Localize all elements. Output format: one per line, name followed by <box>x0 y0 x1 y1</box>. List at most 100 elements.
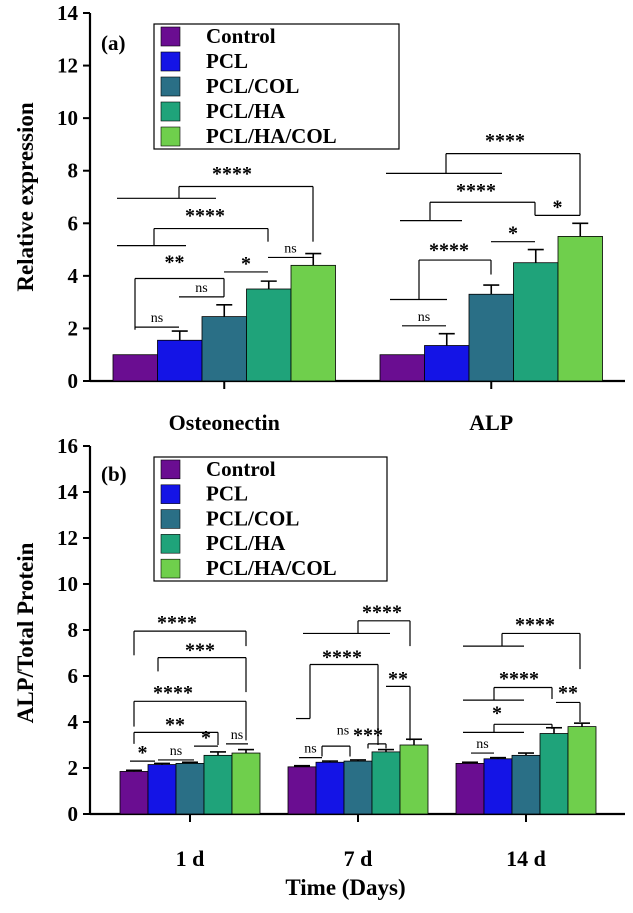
x-axis-label: Time (Days) <box>285 875 405 900</box>
legend-swatch <box>160 26 181 47</box>
significance-label: **** <box>157 612 197 634</box>
bar <box>424 345 470 382</box>
legend-label: PCL/HA <box>206 99 286 123</box>
y-tick-label: 10 <box>57 106 78 130</box>
bar <box>201 316 247 382</box>
bar <box>147 764 177 815</box>
significance-label: **** <box>429 239 469 261</box>
bar <box>379 354 425 382</box>
significance-label: **** <box>153 682 193 704</box>
significance-label: **** <box>185 205 225 227</box>
x-tick-label: 7 d <box>344 846 373 871</box>
significance-label: *** <box>185 639 215 661</box>
y-tick-label: 0 <box>68 802 79 826</box>
significance-label: * <box>553 196 563 218</box>
significance-label: **** <box>456 180 496 202</box>
bar <box>567 726 597 815</box>
legend-swatch <box>160 558 181 579</box>
significance-label: ns <box>284 241 296 256</box>
y-tick-label: 2 <box>68 756 79 780</box>
y-tick-label: 4 <box>68 264 79 288</box>
y-tick-label: 12 <box>57 526 78 550</box>
bar <box>157 339 203 382</box>
significance-label: **** <box>485 130 525 152</box>
legend-label: PCL/COL <box>206 74 299 98</box>
legend-label: PCL/COL <box>206 506 299 530</box>
bar <box>119 771 149 815</box>
bar <box>231 752 261 815</box>
y-tick-label: 6 <box>68 211 79 235</box>
bar <box>483 758 513 815</box>
y-tick-label: 2 <box>68 316 79 340</box>
legend-swatch <box>160 101 181 122</box>
legend-swatch <box>160 509 181 529</box>
y-tick-label: 8 <box>68 159 79 183</box>
legend-swatch <box>160 534 181 554</box>
significance-label: * <box>492 703 502 725</box>
legend-swatch <box>160 51 181 72</box>
significance-label: **** <box>212 163 252 185</box>
significance-label: ** <box>165 251 185 273</box>
y-tick-label: 10 <box>57 572 78 596</box>
significance-label: *** <box>353 725 383 747</box>
significance-label: * <box>201 727 211 749</box>
y-axis-label: ALP/Total Protein <box>13 542 38 723</box>
legend-swatch <box>160 76 181 97</box>
significance-label: ns <box>170 744 182 759</box>
legend-swatch <box>160 484 181 504</box>
x-tick-label: 14 d <box>506 846 546 871</box>
bar <box>343 760 373 815</box>
significance-label: ns <box>151 311 163 326</box>
bar <box>203 754 233 815</box>
significance-label: ns <box>304 742 316 757</box>
bar <box>539 733 569 815</box>
bar <box>290 264 336 382</box>
y-tick-label: 4 <box>68 710 79 734</box>
y-tick-label: 6 <box>68 664 79 688</box>
significance-label: **** <box>362 601 402 623</box>
bar <box>315 761 345 815</box>
bar <box>455 763 485 815</box>
x-tick-label: 1 d <box>176 846 205 871</box>
legend-swatch <box>160 126 181 147</box>
significance-label: ns <box>476 737 488 752</box>
significance-label: **** <box>499 668 539 690</box>
legend-label: Control <box>206 24 276 48</box>
panel-b: 0 2 4 6 8 10 12 14 16 ALP/Total Protein 1 d 7 d 14 d… <box>13 434 625 900</box>
significance-label: **** <box>515 614 555 636</box>
panel-a: 0 2 4 6 8 10 12 14 Relative expression Osteonecti… <box>13 1 625 435</box>
significance-label: **** <box>322 646 362 668</box>
bar <box>468 293 514 382</box>
significance-label: ** <box>165 714 185 736</box>
legend-label: Control <box>206 457 276 481</box>
panel-label: (b) <box>101 462 127 486</box>
legend-box <box>153 456 388 582</box>
bar <box>246 288 292 382</box>
bar <box>511 754 541 815</box>
y-tick-label: 0 <box>68 369 79 393</box>
y-axis-label: Relative expression <box>13 102 38 292</box>
significance-label: ns <box>195 281 207 296</box>
significance-label: * <box>241 253 251 275</box>
bar <box>371 751 401 815</box>
x-tick-label: Osteonectin <box>169 410 280 435</box>
significance-label: * <box>138 742 148 764</box>
significance-label: ns <box>418 310 430 325</box>
legend-label: PCL <box>206 49 248 73</box>
bar <box>557 236 603 382</box>
significance-label: ns <box>231 728 243 743</box>
bar <box>175 763 205 815</box>
legend-label: PCL <box>206 482 248 506</box>
y-tick-label: 14 <box>57 1 79 25</box>
y-tick-label: 16 <box>57 434 78 458</box>
legend-label: PCL/HA/COL <box>206 124 337 148</box>
significance-label: * <box>508 223 518 245</box>
significance-label: ** <box>558 682 578 704</box>
x-tick-label: ALP <box>469 410 513 435</box>
y-tick-label: 8 <box>68 618 79 642</box>
significance-label: ** <box>388 668 408 690</box>
bar <box>513 262 559 382</box>
y-tick-label: 14 <box>57 480 79 504</box>
y-tick-label: 12 <box>57 54 78 78</box>
